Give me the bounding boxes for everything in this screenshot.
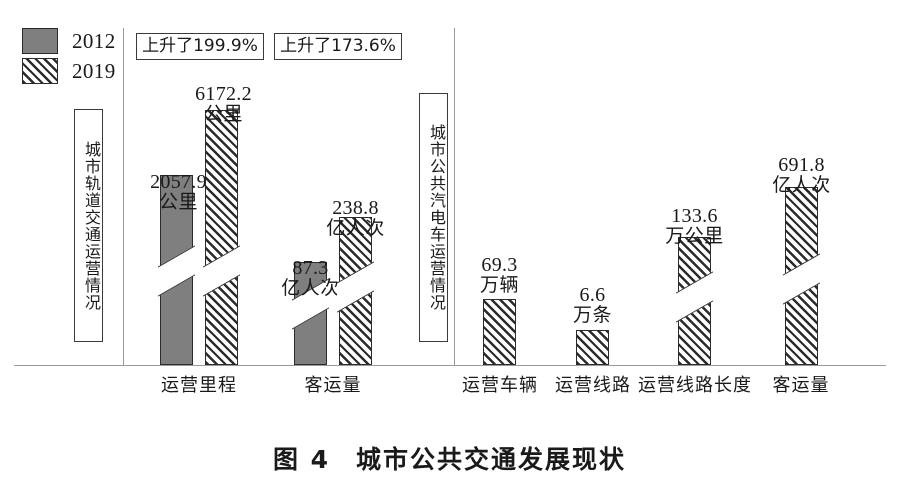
value-unit: 亿人次 [772,173,831,196]
bar-bus-vehicles-2019 [483,299,516,365]
bar-rail-mileage-2012-value-label: 2057.9 公里 [136,172,221,213]
value-unit: 万辆 [479,273,519,296]
value-number: 69.3 [481,254,518,276]
bar-bus-vehicles-2019-slot [483,299,516,365]
bar-rail-ridership-2012-slot [292,262,329,365]
bar-rail-ridership-2019-value-label: 238.8 亿人次 [313,198,398,239]
section-divider-left [123,28,124,366]
legend-swatch-2012 [22,28,58,54]
legend-label-2019: 2019 [72,58,116,83]
value-unit: 万公里 [665,224,724,247]
bar-bus-lines-2019-value-label: 6.6 万条 [550,285,635,326]
section-title-rail: 城市轨道交通运营情况 [74,109,103,342]
category-label-1: 客运量 [304,375,362,396]
bar-bus-ridership-2019-value-label: 691.8 亿人次 [759,155,844,196]
axis-break-mark [337,261,374,313]
bar-rail-ridership-2019-slot [337,217,374,365]
value-unit: 公里 [203,102,243,125]
legend: 2012 2019 [22,26,116,86]
bar-rail-mileage-2019-slot [203,110,240,365]
value-unit: 亿人次 [326,216,385,239]
value-number: 87.3 [292,257,329,279]
value-unit: 亿人次 [281,276,340,299]
bar-rail-ridership-2019 [337,217,374,365]
value-number: 691.8 [778,154,825,176]
axis-break-mark [783,253,820,305]
value-unit: 公里 [158,190,198,213]
bar-rail-mileage-2012-slot [158,175,195,365]
bar-bus-ridership-2019-slot [783,187,820,365]
bar-rail-mileage-2019-value-label: 6172.2 公里 [181,84,266,125]
value-number: 238.8 [332,197,379,219]
section-divider-right [454,28,455,366]
axis-break-mark [203,245,240,297]
bar-bus-lines-2019 [576,330,609,365]
category-label-4: 运营线路长度 [638,375,752,396]
category-label-0: 运营里程 [161,375,237,396]
bar-bus-length-2019-value-label: 133.6 万公里 [652,206,737,247]
category-label-2: 运营车辆 [462,375,538,396]
legend-item-2012: 2012 [22,26,116,56]
figure-caption: 图 4 城市公共交通发展现状 [0,440,899,476]
value-unit: 万条 [572,303,612,326]
legend-label-2012: 2012 [72,28,116,53]
value-number: 133.6 [671,205,718,227]
category-label-5: 客运量 [772,375,830,396]
figure-title: 城市公共交通发展现状 [356,445,627,474]
legend-item-2019: 2019 [22,56,116,86]
bar-bus-ridership-2019 [783,187,820,365]
bar-rail-mileage-2012 [158,175,195,365]
figure-number: 图 4 [272,445,331,474]
growth-callout-ridership: 上升了173.6% [274,33,402,60]
bar-rail-mileage-2019 [203,110,240,365]
value-number: 6172.2 [195,83,252,105]
section-title-bus: 城市公共汽电车运营情况 [419,93,448,342]
axis-break-mark [158,245,195,297]
bar-bus-vehicles-2019-value-label: 69.3 万辆 [457,255,542,296]
value-number: 6.6 [579,284,606,306]
growth-callout-mileage: 上升了199.9% [136,33,264,60]
axis-break-mark [676,271,713,323]
bar-bus-length-2019 [676,237,713,365]
bar-bus-lines-2019-slot [576,330,609,365]
bar-rail-ridership-2012-value-label: 87.3 亿人次 [268,258,353,299]
bar-bus-length-2019-slot [676,237,713,365]
value-number: 2057.9 [150,171,207,193]
legend-swatch-2019 [22,58,58,84]
bar-rail-ridership-2012 [292,262,329,365]
category-label-3: 运营线路 [555,375,631,396]
axis-baseline [14,365,886,366]
